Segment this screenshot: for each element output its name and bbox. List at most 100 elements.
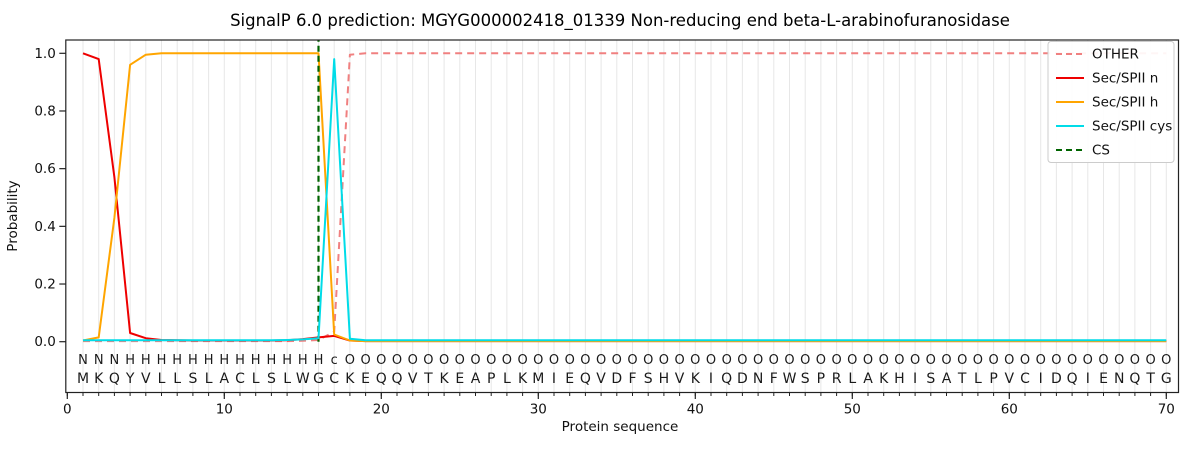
region-label-letter: H	[125, 353, 135, 368]
region-label-letter: O	[831, 353, 841, 368]
region-label-letter: O	[659, 353, 669, 368]
region-label-letter: O	[517, 353, 527, 368]
sequence-letter: Q	[580, 371, 591, 387]
region-label-letter: O	[816, 353, 826, 368]
sequence-letter: I	[709, 371, 713, 387]
region-label-letter: O	[533, 353, 543, 368]
region-label-letter: O	[769, 353, 779, 368]
sequence-letter: W	[296, 371, 310, 387]
sequence-letter: V	[141, 371, 151, 387]
curve-other	[83, 52, 1167, 343]
sequence-letter: G	[313, 371, 324, 387]
region-label-letter: O	[957, 353, 967, 368]
sequence-letter: C	[329, 371, 339, 387]
sequence-letter: H	[659, 371, 670, 387]
legend-label-sec-spii-n: Sec/SPII n	[1092, 71, 1158, 87]
region-label-letter: O	[800, 353, 810, 368]
curve-sec-spii-h	[82, 52, 1167, 343]
legend-label-sec-spii-cys: Sec/SPII cys	[1092, 119, 1172, 135]
legend: OTHER Sec/SPII n Sec/SPII h Sec/SPII cys…	[1047, 41, 1175, 163]
region-label-letter: O	[879, 353, 889, 368]
sequence-letter: Q	[391, 371, 402, 387]
legend-label-other: OTHER	[1092, 47, 1139, 63]
region-label-letter: O	[1004, 353, 1014, 368]
sequence-letter: G	[1161, 371, 1172, 387]
region-label-letter: N	[94, 353, 104, 368]
region-label-letter: O	[408, 353, 418, 368]
y-tick-label: 0.6	[34, 161, 55, 177]
sequence-letter: H	[894, 371, 905, 387]
region-label-letter: O	[863, 353, 873, 368]
region-label-letter: H	[267, 353, 277, 368]
region-label-letter: O	[1083, 353, 1093, 368]
sequence-letter: L	[503, 371, 511, 387]
y-tick-label: 0.0	[34, 334, 55, 350]
region-label-letter: H	[282, 353, 292, 368]
region-label-letter: H	[314, 353, 324, 368]
region-label-letter: O	[737, 353, 747, 368]
region-label-letter: N	[110, 353, 120, 368]
sequence-letter: D	[737, 371, 748, 387]
sequence-letter: K	[518, 371, 528, 387]
sequence-rows: NMNKNQHYHVHLHLHSHLHAHCHLHSHLHWHGcCOKOEOQ…	[77, 353, 1172, 387]
region-label-letter: O	[643, 353, 653, 368]
sequence-letter: Q	[1067, 371, 1078, 387]
sequence-letter: K	[94, 371, 104, 387]
region-label-letter: O	[722, 353, 732, 368]
region-label-letter: O	[1036, 353, 1046, 368]
sequence-letter: N	[753, 371, 763, 387]
legend-item-sec-spii-h: Sec/SPII h	[1056, 95, 1158, 111]
sequence-letter: L	[848, 371, 856, 387]
sequence-letter: E	[1099, 371, 1108, 387]
sequence-letter: Q	[721, 371, 732, 387]
sequence-letter: D	[611, 371, 622, 387]
chart-title: SignalP 6.0 prediction: MGYG000002418_01…	[230, 11, 1010, 31]
sequence-letter: N	[1114, 371, 1124, 387]
sequence-letter: S	[188, 371, 197, 387]
sequence-letter: E	[565, 371, 574, 387]
sequence-letter: W	[783, 371, 797, 387]
x-tick-label: 10	[216, 402, 233, 418]
region-label-letter: O	[360, 353, 370, 368]
region-label-letter: O	[470, 353, 480, 368]
region-label-letter: O	[973, 353, 983, 368]
axes-box	[65, 39, 1180, 394]
region-label-letter: O	[612, 353, 622, 368]
sequence-letter: V	[675, 371, 685, 387]
sequence-letter: D	[1051, 371, 1062, 387]
sequence-letter: K	[440, 371, 450, 387]
sequence-letter: C	[1020, 371, 1030, 387]
region-label-letter: H	[172, 353, 182, 368]
region-label-letter: O	[910, 353, 920, 368]
region-label-letter: O	[894, 353, 904, 368]
region-label-letter: O	[455, 353, 465, 368]
x-axis-label: Protein sequence	[562, 419, 679, 435]
region-label-letter: H	[188, 353, 198, 368]
region-label-letter: c	[331, 353, 338, 368]
sequence-letter: M	[77, 371, 89, 387]
region-label-letter: H	[157, 353, 167, 368]
sequence-letter: T	[423, 371, 433, 387]
sequence-letter: I	[1086, 371, 1090, 387]
region-label-letter: O	[753, 353, 763, 368]
region-label-letter: O	[784, 353, 794, 368]
region-label-letter: O	[596, 353, 606, 368]
region-label-letter: O	[847, 353, 857, 368]
region-label-letter: H	[141, 353, 151, 368]
curve-sec-spii-n	[82, 52, 1167, 343]
sequence-letter: S	[267, 371, 276, 387]
axis-ticks: 0 10 20 30 40 50 60 70 0.0 0.2 0.4 0.6 0.8 1.0	[34, 46, 1175, 418]
y-tick-label: 0.4	[34, 219, 55, 235]
region-label-letter: O	[376, 353, 386, 368]
x-tick-label: 0	[63, 402, 72, 418]
sequence-letter: L	[205, 371, 213, 387]
sequence-letter: P	[487, 371, 495, 387]
curve-sec-spii-cys	[83, 58, 1167, 342]
region-label-letter: H	[235, 353, 245, 368]
sequence-letter: E	[361, 371, 370, 387]
region-label-letter: O	[392, 353, 402, 368]
legend-item-sec-spii-cys: Sec/SPII cys	[1056, 119, 1172, 135]
sequence-letter: K	[345, 371, 355, 387]
sequence-letter: Q	[109, 371, 120, 387]
legend-label-sec-spii-h: Sec/SPII h	[1092, 95, 1158, 111]
